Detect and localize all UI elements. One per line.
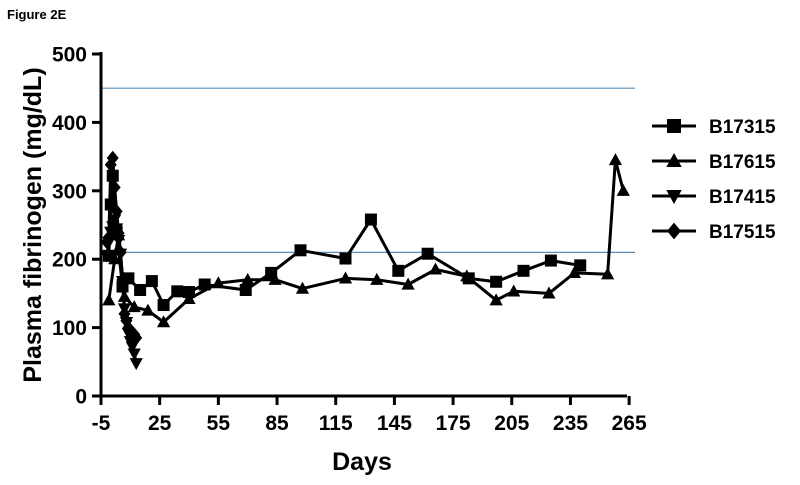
data-point-b17615 [182,291,196,304]
data-point-b17615 [567,265,581,278]
y-axis-title: Plasma fibrinogen (mg/dL) [19,67,47,382]
data-point-b17415 [127,348,141,361]
x-tick-label: -5 [92,412,111,435]
data-point-b17615 [338,271,353,284]
data-point-b17515 [102,230,115,245]
x-tick-label: 205 [494,412,529,435]
data-point-b17615 [370,272,384,285]
data-point-b17615 [460,269,474,282]
data-point-b17615 [211,276,225,289]
data-point-b17615 [428,262,443,275]
reference-lines [101,87,635,253]
data-point-b17315 [134,283,147,296]
data-point-b17415 [125,341,139,354]
data-point-b17615 [542,286,556,299]
data-point-b17615 [608,153,623,166]
x-axis-title: Days [332,448,392,476]
legend-marker-b17615 [666,152,682,167]
legend-marker-b17415 [666,190,682,205]
data-point-b17415 [129,358,143,371]
data-point-b17315 [490,275,503,288]
data-point-b17615 [268,272,282,285]
data-point-b17515 [114,245,127,260]
x-tick-label: 85 [265,412,289,435]
data-point-b17415 [100,250,114,263]
legend-label-b17615: B17615 [709,152,776,173]
data-point-b17315 [145,275,158,288]
data-point-b17315 [339,252,352,265]
data-point-b17615 [616,183,630,196]
data-point-b17315 [364,213,377,226]
x-tick-label: 25 [148,412,172,435]
data-point-b17615 [489,293,503,306]
legend-item-b17415: B17415 [652,187,776,208]
legend-marker-b17315 [667,119,681,133]
data-point-b17315 [294,244,307,257]
data-point-b17515 [130,330,143,346]
legend-label-b17415: B17415 [709,187,776,208]
series-b17515 [100,150,143,346]
legend-label-b17515: B17515 [709,222,776,243]
series-layer [100,150,630,371]
y-tick-label: 400 [52,112,87,135]
y-tick-label: 100 [52,317,87,340]
legend-item-b17615: B17615 [652,152,776,173]
data-point-b17615 [507,284,521,297]
y-tick-label: 0 [75,386,87,409]
x-tick-label: 115 [319,412,353,435]
legend-label-b17315: B17315 [709,117,776,138]
data-point-b17615 [108,252,122,265]
data-point-b17315 [544,254,557,267]
data-point-b17315 [157,299,170,312]
data-point-b17515 [110,204,123,219]
data-point-b17615 [401,277,415,290]
data-point-b17615 [241,272,255,285]
axes: 0 100 200 300 400 500 -5 25 55 85 115 145 175 205 235 2… [52,44,647,436]
legend-marker-b17515 [667,222,681,240]
legend-item-b17315: B17315 [652,117,776,138]
series-b17615 [102,153,630,328]
y-tick-label: 300 [52,180,87,203]
data-point-b17615 [141,303,155,316]
data-point-b17615 [295,281,310,294]
data-point-b17615 [102,293,116,306]
x-tick-label: 145 [377,412,412,435]
data-point-b17515 [106,150,119,166]
data-point-b17515 [112,226,125,241]
figure-label: Figure 2E [7,7,67,22]
x-tick-label: 55 [207,412,231,435]
legend: B17315 B17615 B17415 B17515 [652,117,776,243]
data-point-b17315 [239,283,252,296]
x-tick-label: 175 [436,412,471,435]
y-tick-label: 200 [52,249,87,272]
data-point-b17515 [116,272,129,287]
data-point-b17515 [108,180,121,195]
legend-item-b17515: B17515 [652,222,776,243]
y-tick-label: 500 [52,44,87,67]
data-point-b17315 [421,247,434,260]
data-point-b17615 [156,315,171,328]
data-point-b17315 [574,259,587,272]
data-point-b17315 [392,264,405,277]
data-point-b17315 [171,285,184,298]
x-tick-label: 235 [553,412,588,435]
data-point-b17315 [517,264,530,277]
x-tick-label: 265 [612,412,647,435]
data-point-b17615 [127,300,141,313]
data-point-b17615 [601,267,615,280]
